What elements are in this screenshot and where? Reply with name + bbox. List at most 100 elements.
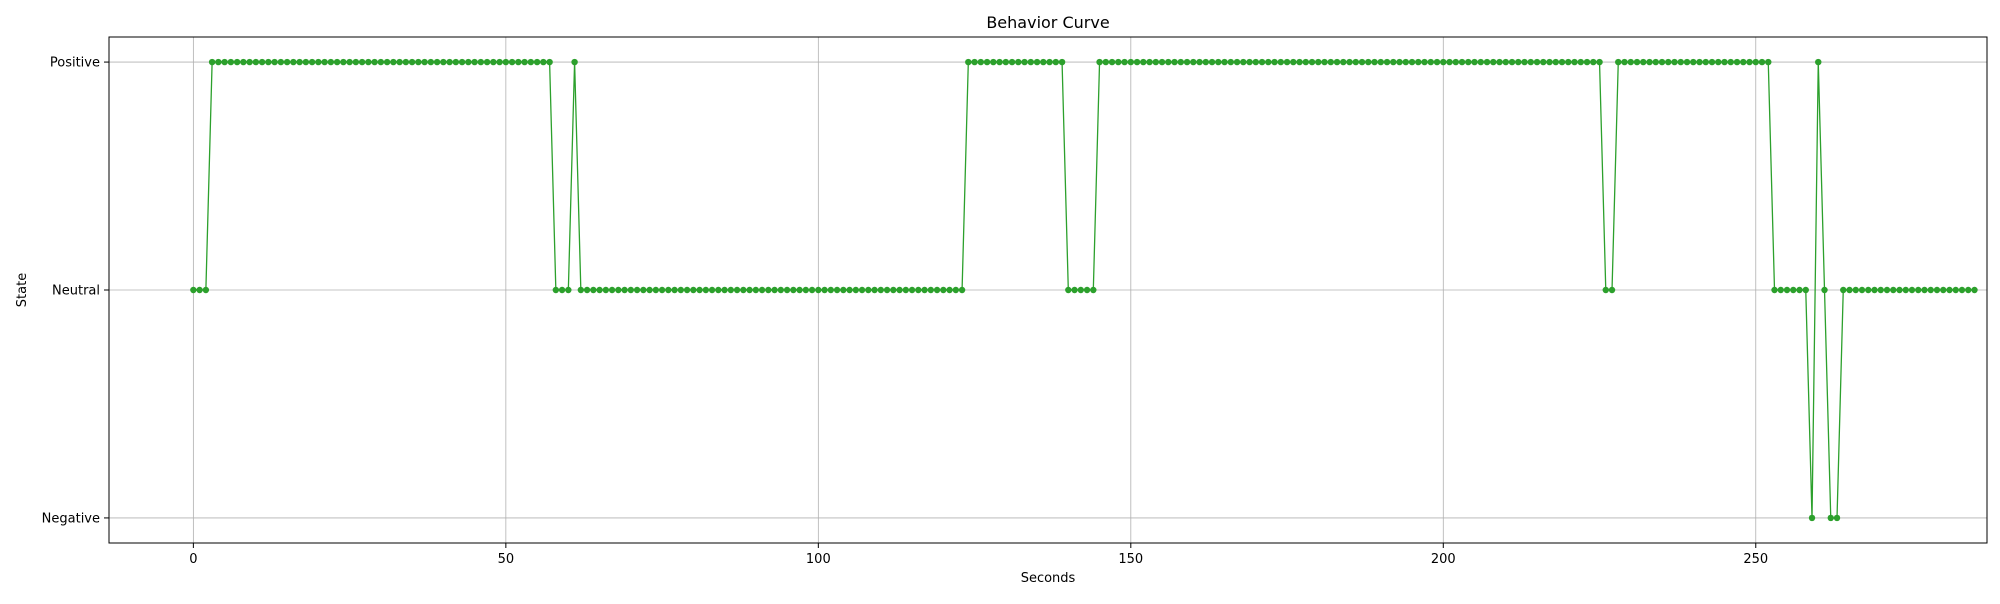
data-point [421, 58, 428, 66]
data-point [1702, 58, 1709, 66]
data-point [540, 58, 547, 66]
data-point [1233, 58, 1241, 66]
x-axis-label: Seconds [1021, 571, 1076, 586]
data-point [552, 286, 560, 294]
data-point [1965, 286, 1972, 294]
data-point [1108, 58, 1116, 66]
data-point [383, 58, 391, 66]
data-point [333, 58, 341, 66]
data-point [1633, 58, 1641, 66]
data-point [1865, 286, 1872, 294]
data-point [1065, 286, 1072, 294]
data-point [196, 286, 203, 294]
data-point [246, 58, 253, 66]
data-point [583, 286, 591, 294]
data-point [652, 286, 660, 294]
data-point [1146, 58, 1153, 66]
data-point [658, 286, 666, 294]
data-point [190, 286, 197, 294]
data-point [527, 58, 535, 66]
x-tick-label: 200 [1431, 552, 1456, 567]
data-point [1890, 286, 1897, 294]
data-point [1508, 58, 1516, 66]
data-point [1858, 286, 1866, 294]
data-point [1833, 514, 1841, 522]
data-point [465, 58, 472, 66]
data-point [208, 58, 216, 66]
data-point [1308, 58, 1316, 66]
data-point [727, 286, 735, 294]
data-point [565, 286, 572, 294]
data-point [321, 58, 328, 66]
data-point [471, 58, 478, 66]
data-point [1583, 58, 1591, 66]
data-point [1396, 58, 1403, 66]
series-layer [190, 58, 1978, 522]
data-point [1852, 286, 1859, 294]
data-point [296, 58, 303, 66]
data-point [1427, 58, 1434, 66]
data-point [571, 58, 578, 66]
data-point [802, 286, 810, 294]
data-point [1958, 286, 1966, 294]
data-point [1758, 58, 1766, 66]
data-point [1846, 286, 1853, 294]
data-point [871, 286, 878, 294]
data-point [577, 286, 585, 294]
data-point [1533, 58, 1541, 66]
data-point [977, 58, 985, 66]
x-tick-label: 0 [189, 552, 197, 567]
y-axis-label: State [15, 273, 30, 307]
data-point [1677, 58, 1684, 66]
data-point [996, 58, 1003, 66]
data-point [840, 286, 847, 294]
data-point [1115, 58, 1122, 66]
data-point [765, 286, 772, 294]
data-point [1027, 58, 1035, 66]
data-point [358, 58, 366, 66]
data-point [1452, 58, 1459, 66]
data-point [971, 58, 978, 66]
data-point [815, 286, 822, 294]
data-point [1352, 58, 1359, 66]
data-point [1221, 58, 1228, 66]
data-point [265, 58, 272, 66]
data-point [990, 58, 997, 66]
data-point [1621, 58, 1628, 66]
data-point [1008, 58, 1016, 66]
data-point [1596, 58, 1603, 66]
data-point [1496, 58, 1503, 66]
data-point [940, 286, 947, 294]
data-point [1577, 58, 1584, 66]
data-point [327, 58, 335, 66]
data-point [1071, 286, 1078, 294]
data-point [496, 58, 503, 66]
data-point [433, 58, 441, 66]
data-point [1515, 58, 1522, 66]
data-point [502, 58, 510, 66]
data-point [683, 286, 691, 294]
data-point [1546, 58, 1553, 66]
data-point [1946, 286, 1953, 294]
data-point [1665, 58, 1672, 66]
data-point [1402, 58, 1409, 66]
data-point [1896, 286, 1903, 294]
data-point [958, 286, 966, 294]
data-point [696, 286, 703, 294]
data-point [646, 286, 653, 294]
data-point [640, 286, 647, 294]
data-point [715, 286, 722, 294]
data-point [1158, 58, 1166, 66]
data-point [1752, 58, 1759, 66]
data-point [1971, 286, 1978, 294]
data-point [877, 286, 885, 294]
data-point [1408, 58, 1416, 66]
data-point [302, 58, 310, 66]
data-point [1790, 286, 1797, 294]
data-point [833, 286, 841, 294]
data-point [596, 286, 603, 294]
data-point [227, 58, 235, 66]
data-point [1746, 58, 1753, 66]
data-point [1765, 58, 1772, 66]
y-tick-label: Neutral [52, 284, 100, 299]
